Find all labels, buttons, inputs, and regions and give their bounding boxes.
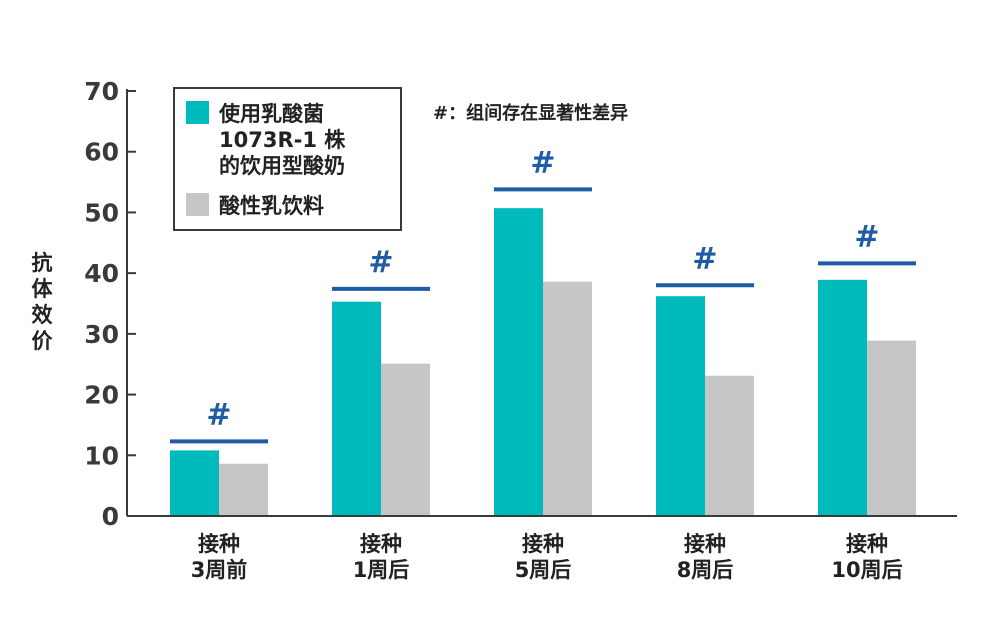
bar-series-1 xyxy=(494,208,543,516)
y-axis-title: 抗体效价 xyxy=(32,251,54,353)
x-tick-label: 接种 xyxy=(360,532,402,556)
bar-series-2 xyxy=(543,281,592,516)
bar-series-1 xyxy=(818,279,867,516)
x-tick-label: 1周后 xyxy=(353,558,410,582)
x-tick-label: 5周后 xyxy=(515,558,572,582)
bar-series-1 xyxy=(170,450,219,516)
y-axis-label: 抗体效价 xyxy=(32,251,54,353)
legend-label: 1073R-1 株 xyxy=(219,128,346,152)
x-tick-label: 8周后 xyxy=(677,558,734,582)
x-tick-label: 10周后 xyxy=(831,558,902,582)
y-tick-label: 30 xyxy=(84,320,119,349)
x-tick-label: 接种 xyxy=(846,532,888,556)
legend-box xyxy=(173,87,402,231)
annotation-note: #：组间存在显著性差异 xyxy=(433,102,628,124)
x-tick-label: 接种 xyxy=(522,532,564,556)
y-tick-label: 10 xyxy=(84,441,119,470)
legend-label: 使用乳酸菌 xyxy=(218,102,324,126)
significance-mark: # xyxy=(368,245,393,280)
bar-series-2 xyxy=(705,375,754,516)
x-tick-label: 3周前 xyxy=(191,558,248,582)
y-tick-label: 40 xyxy=(84,259,119,288)
bar-series-1 xyxy=(332,301,381,516)
significance-markers: # # # # # xyxy=(170,145,916,444)
significance-mark: # xyxy=(854,219,879,254)
y-axis: 0 10 20 30 40 50 60 70 xyxy=(84,77,136,531)
bar-series-1 xyxy=(656,296,705,516)
y-tick-label: 60 xyxy=(84,138,119,167)
bar-series-2 xyxy=(867,340,916,516)
x-tick-label: 接种 xyxy=(684,532,726,556)
y-tick-label: 70 xyxy=(84,77,119,106)
bars xyxy=(170,208,916,516)
x-tick-label: 接种 xyxy=(198,532,240,556)
y-tick-label: 50 xyxy=(84,198,119,227)
legend-label: 的饮用型酸奶 xyxy=(219,154,345,178)
bar-series-2 xyxy=(219,463,268,516)
legend-swatch-2 xyxy=(186,193,209,216)
legend-swatch-1 xyxy=(186,101,209,124)
y-tick-label: 20 xyxy=(84,381,119,410)
significance-mark: # xyxy=(530,145,555,180)
significance-mark: # xyxy=(206,397,231,432)
legend-label: 酸性乳饮料 xyxy=(219,194,324,218)
y-tick-label: 0 xyxy=(102,502,119,531)
bar-series-2 xyxy=(381,363,430,516)
significance-mark: # xyxy=(692,241,717,276)
